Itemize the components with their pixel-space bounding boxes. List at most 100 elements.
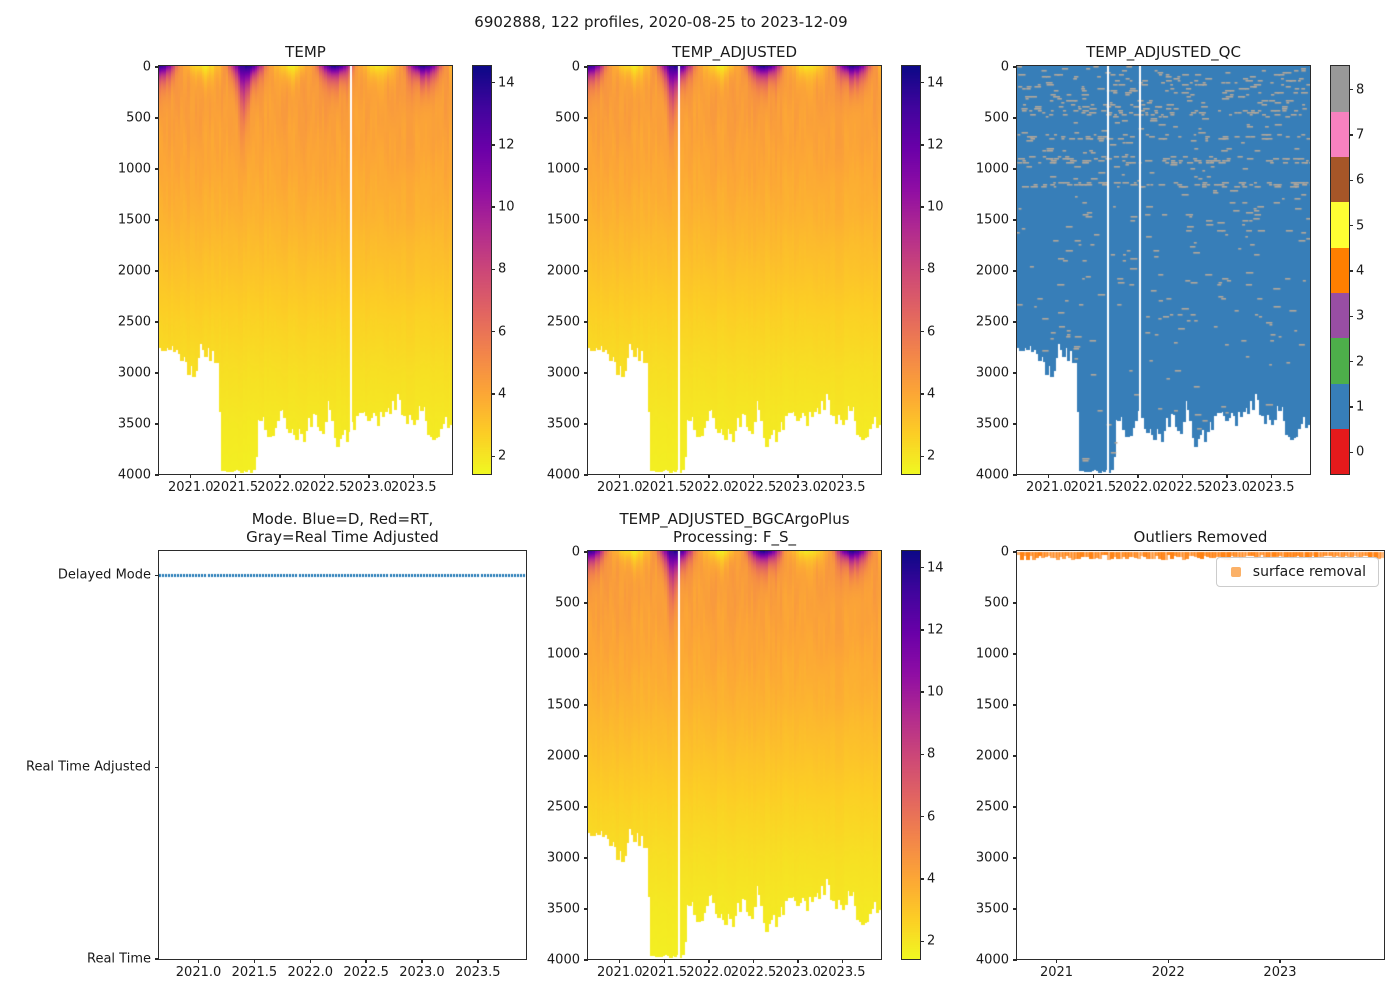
- y-tick-label: 3500: [546, 901, 580, 917]
- x-tick-mark: [190, 474, 192, 478]
- colorbar-tick-mark: [491, 144, 495, 146]
- y-tick-label: 1000: [546, 646, 580, 662]
- y-tick-label: 4000: [975, 467, 1009, 483]
- x-tick-label: 2021.0: [1026, 480, 1072, 495]
- x-tick-mark: [1279, 959, 1281, 963]
- qc-colorbar-segment: [1331, 202, 1349, 248]
- colorbar-tick-label: 5: [1356, 218, 1365, 234]
- x-tick-mark: [797, 959, 799, 963]
- y-tick-mark: [584, 806, 588, 808]
- qc-colorbar-segment: [1331, 338, 1349, 384]
- y-tick-label: 2500: [546, 799, 580, 815]
- x-tick-mark: [1092, 474, 1095, 478]
- temp-adjusted-plot-axes: TEMP_ADJUSTED 0 500 1000 1500 2000 2500 3000 35…: [547, 43, 882, 495]
- colorbar-tick-mark: [491, 206, 495, 208]
- y-tick-mark: [1013, 372, 1017, 374]
- y-tick-mark: [155, 423, 159, 425]
- colorbar-tick-mark: [920, 691, 924, 693]
- y-tick-mark: [155, 66, 159, 68]
- y-tick-mark: [584, 551, 588, 553]
- y-tick-label: 2500: [975, 314, 1009, 330]
- x-tick-mark: [619, 959, 621, 963]
- x-tick-label: 2023.0: [346, 480, 392, 495]
- colorbar-tick-mark: [1349, 179, 1353, 182]
- y-tick-label: 500: [126, 110, 151, 126]
- y-tick-mark: [584, 219, 588, 221]
- x-tick-mark: [368, 474, 370, 478]
- x-tick-label: 2021.0: [175, 965, 222, 980]
- colorbar-tick-mark: [1349, 134, 1353, 136]
- x-tick-label: 2021.5: [212, 480, 259, 495]
- colorbar-tick-mark: [491, 81, 495, 84]
- colorbar-tick-mark: [920, 144, 924, 146]
- bgc-plot-axes: TEMP_ADJUSTED_BGCArgoPlus Processing: F_…: [547, 510, 882, 980]
- qc-colorbar-segment: [1331, 247, 1349, 294]
- colorbar-tick-mark: [491, 455, 495, 457]
- y-tick-mark: [155, 474, 159, 476]
- mode-plot-title: Mode. Blue=D, Red=RT, Gray=Real Time Adj…: [246, 510, 439, 546]
- x-tick-label: 2022.5: [343, 965, 389, 980]
- y-tick-mark: [155, 117, 159, 119]
- y-tick-mark: [1013, 66, 1017, 68]
- y-tick-label: 500: [555, 595, 580, 611]
- colorbar-tick-mark: [1349, 451, 1353, 454]
- y-tick-label: 0: [571, 544, 580, 560]
- y-tick-mark: [1013, 806, 1017, 808]
- colorbar-tick-label: 6: [1356, 172, 1365, 188]
- x-tick-label: 2023.5: [391, 480, 437, 495]
- colorbar-tick-label: 6: [498, 324, 507, 340]
- y-tick-mark: [155, 372, 159, 374]
- y-tick-mark: [1013, 168, 1017, 170]
- y-tick-label: 3000: [546, 850, 580, 866]
- y-tick-mark: [1013, 653, 1017, 655]
- y-tick-label: 2500: [117, 314, 151, 330]
- x-tick-mark: [1167, 959, 1169, 963]
- x-tick-mark: [1181, 474, 1184, 478]
- x-tick-label: 2022.5: [730, 965, 777, 980]
- y-tick-mark: [1013, 959, 1017, 961]
- y-tick-label: 0: [1000, 544, 1009, 560]
- y-tick-label: 2000: [975, 263, 1009, 279]
- colorbar-tick-label: 6: [927, 324, 936, 340]
- y-tick-mark: [1013, 117, 1017, 119]
- y-tick-label: Delayed Mode: [57, 567, 151, 583]
- y-tick-label: 3500: [546, 416, 580, 432]
- colorbar-tick-mark: [920, 940, 924, 942]
- y-tick-mark: [155, 766, 159, 768]
- colorbar-tick-mark: [920, 268, 924, 271]
- x-tick-mark: [1226, 474, 1228, 478]
- colorbar-tick-label: 2: [1356, 354, 1365, 370]
- y-tick-label: 2000: [546, 263, 580, 279]
- x-tick-label: 2023.0: [399, 965, 445, 980]
- x-tick-label: 2023.5: [455, 965, 501, 980]
- x-tick-mark: [197, 959, 200, 963]
- x-tick-mark: [421, 959, 423, 963]
- x-tick-label: 2021.0: [168, 480, 214, 495]
- colorbar-tick-label: 8: [1356, 82, 1365, 98]
- colorbar-tick-mark: [1349, 88, 1353, 91]
- temp-adjusted-colorbar: 2 4 6 8 10 12 14: [901, 65, 944, 475]
- qc-colorbar-segment: [1331, 66, 1349, 112]
- x-tick-label: 2021.0: [597, 965, 643, 980]
- y-tick-label: 1500: [975, 212, 1009, 228]
- temp-adjusted-heatmap-canvas: [588, 66, 881, 474]
- x-tick-mark: [253, 959, 256, 963]
- x-tick-mark: [279, 474, 281, 478]
- y-tick-mark: [1013, 423, 1017, 425]
- x-tick-mark: [708, 959, 710, 963]
- y-tick-label: 4000: [546, 952, 580, 968]
- y-tick-label: 3000: [975, 850, 1009, 866]
- colorbar-tick-mark: [920, 878, 924, 880]
- x-tick-label: 2022.0: [686, 965, 732, 980]
- outliers-plot-title: Outliers Removed: [1133, 528, 1268, 546]
- y-tick-label: 2000: [117, 263, 151, 279]
- y-tick-label: 2500: [546, 314, 580, 330]
- x-tick-label: 2023.5: [820, 480, 866, 495]
- y-tick-mark: [1013, 219, 1017, 221]
- outliers-canvas: [1017, 551, 1384, 959]
- y-tick-mark: [1013, 270, 1017, 272]
- colorbar-tick-mark: [920, 393, 924, 395]
- y-tick-label: 1500: [546, 212, 580, 228]
- colorbar-tick-label: 3: [1356, 308, 1365, 324]
- y-tick-label: 3000: [975, 365, 1009, 381]
